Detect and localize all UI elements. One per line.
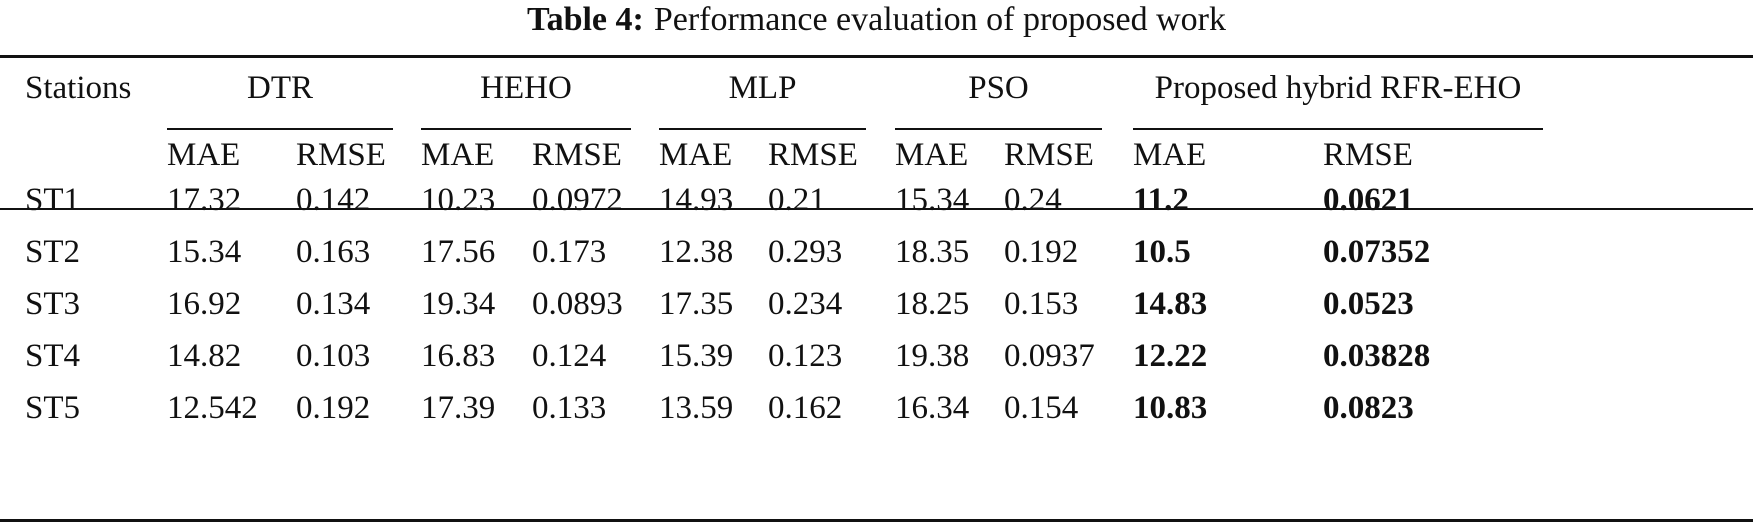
- table-cell: 16.92: [167, 286, 242, 322]
- table-cell: 16.83: [421, 338, 496, 374]
- table-cell: 14.83: [1133, 286, 1208, 322]
- table-cell: 17.56: [421, 234, 496, 270]
- row-station-st2: ST2: [25, 234, 81, 270]
- row-station-st3: ST3: [25, 286, 81, 322]
- table-cell: 15.34: [167, 234, 242, 270]
- table-cell: 0.24: [1004, 182, 1062, 218]
- group-underline: [1133, 128, 1543, 130]
- header-rule: [0, 208, 1753, 210]
- table-cell: 10.5: [1133, 234, 1191, 270]
- header-group-pso: PSO: [968, 70, 1029, 106]
- table-cell: 12.22: [1133, 338, 1208, 374]
- bottom-rule: [0, 519, 1753, 522]
- table-cell: 18.25: [895, 286, 970, 322]
- table-cell: 0.163: [296, 234, 371, 270]
- row-station-st5: ST5: [25, 390, 81, 426]
- table-cell: 0.154: [1004, 390, 1079, 426]
- group-underline: [421, 128, 631, 130]
- caption-text: Performance evaluation of proposed work: [653, 1, 1226, 38]
- table-cell: 0.21: [768, 182, 826, 218]
- header-group-mlp: MLP: [728, 70, 797, 106]
- group-underline: [167, 128, 393, 130]
- table-cell: 0.124: [532, 338, 607, 374]
- header-metric-mae: MAE: [895, 137, 969, 173]
- header-metric-mae: MAE: [659, 137, 733, 173]
- table-cell: 0.0621: [1323, 182, 1414, 218]
- table-cell: 14.82: [167, 338, 242, 374]
- table-cell: 0.0937: [1004, 338, 1095, 374]
- table-cell: 10.83: [1133, 390, 1208, 426]
- header-metric-rmse: RMSE: [1323, 137, 1413, 173]
- table-cell: 0.03828: [1323, 338, 1431, 374]
- top-rule: [0, 55, 1753, 58]
- table-cell: 17.35: [659, 286, 734, 322]
- header-metric-rmse: RMSE: [532, 137, 622, 173]
- table-cell: 0.142: [296, 182, 371, 218]
- header-metric-rmse: RMSE: [768, 137, 858, 173]
- table-cell: 15.34: [895, 182, 970, 218]
- caption-label: Table 4:: [527, 1, 644, 38]
- table-cell: 17.32: [167, 182, 242, 218]
- header-metric-mae: MAE: [421, 137, 495, 173]
- table-cell: 0.0523: [1323, 286, 1414, 322]
- table-cell: 0.162: [768, 390, 843, 426]
- table-cell: 10.23: [421, 182, 496, 218]
- table-cell: 0.192: [1004, 234, 1079, 270]
- table-cell: 19.38: [895, 338, 970, 374]
- table-cell: 16.34: [895, 390, 970, 426]
- table-cell: 0.0972: [532, 182, 623, 218]
- table-cell: 0.0823: [1323, 390, 1414, 426]
- table-cell: 0.07352: [1323, 234, 1431, 270]
- group-underline: [659, 128, 866, 130]
- table-cell: 0.153: [1004, 286, 1079, 322]
- header-metric-mae: MAE: [167, 137, 241, 173]
- table-cell: 0.234: [768, 286, 843, 322]
- table-cell: 0.123: [768, 338, 843, 374]
- table-cell: 0.133: [532, 390, 607, 426]
- table-cell: 11.2: [1133, 182, 1189, 218]
- header-metric-rmse: RMSE: [296, 137, 386, 173]
- table-cell: 0.192: [296, 390, 371, 426]
- table-cell: 12.542: [167, 390, 258, 426]
- table-cell: 0.173: [532, 234, 607, 270]
- header-group-dtr: DTR: [247, 70, 313, 106]
- table-cell: 15.39: [659, 338, 734, 374]
- table-cell: 14.93: [659, 182, 734, 218]
- header-stations: Stations: [25, 70, 132, 106]
- row-station-st4: ST4: [25, 338, 81, 374]
- table-cell: 0.134: [296, 286, 371, 322]
- header-metric-rmse: RMSE: [1004, 137, 1094, 173]
- header-group-heho: HEHO: [480, 70, 572, 106]
- header-metric-mae: MAE: [1133, 137, 1207, 173]
- table-cell: 0.103: [296, 338, 371, 374]
- table-caption: Table 4: Performance evaluation of propos…: [0, 0, 1753, 40]
- table-cell: 19.34: [421, 286, 496, 322]
- table-cell: 0.0893: [532, 286, 623, 322]
- table-cell: 17.39: [421, 390, 496, 426]
- table-cell: 18.35: [895, 234, 970, 270]
- group-underline: [895, 128, 1102, 130]
- table-cell: 13.59: [659, 390, 734, 426]
- row-station-st1: ST1: [25, 182, 81, 218]
- table-cell: 12.38: [659, 234, 734, 270]
- table-cell: 0.293: [768, 234, 843, 270]
- header-group-proposed-hybrid-rfr-eho: Proposed hybrid RFR-EHO: [1154, 70, 1522, 106]
